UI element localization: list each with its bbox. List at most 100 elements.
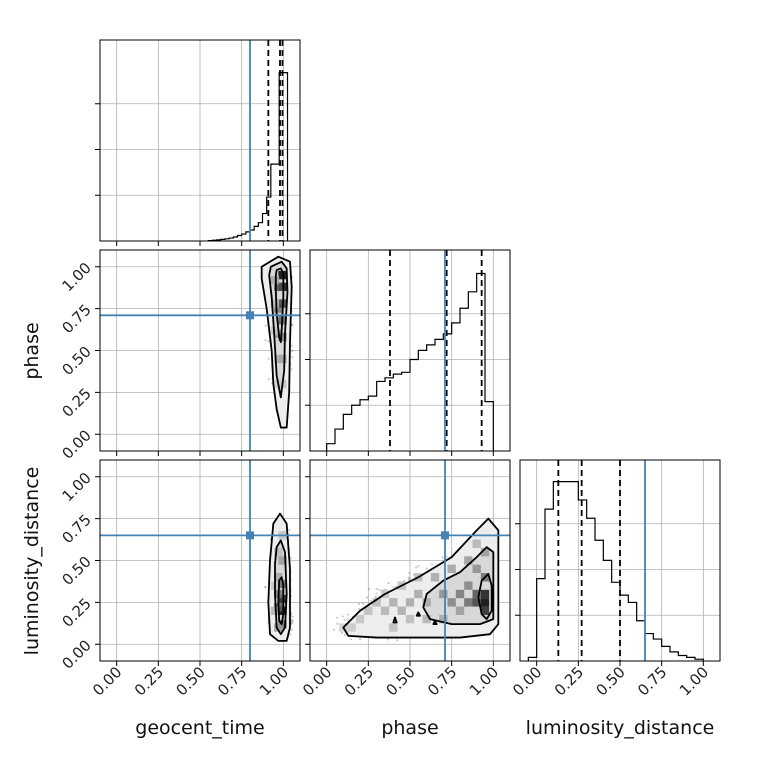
contour-4: [422, 546, 495, 626]
sample-point: [290, 368, 293, 371]
truth-marker: [246, 531, 254, 540]
ylabel-luminosity-distance: luminosity_distance: [21, 467, 43, 656]
density-cell-14: [270, 326, 280, 335]
sample-point: [368, 587, 371, 591]
x-tick-label-2: 0.50: [382, 663, 418, 699]
density-cell-11: [472, 564, 481, 574]
density-cell-20: [364, 606, 373, 615]
sample-point: [264, 585, 267, 589]
x-tick-label-0: 0.00: [299, 663, 335, 699]
sample-point: [395, 585, 398, 588]
density-cell-8: [439, 589, 448, 599]
sample-point: [366, 596, 369, 599]
sample-point: [375, 592, 378, 595]
x-tick-label-3: 0.75: [214, 663, 250, 699]
density-cell-24: [422, 614, 431, 624]
sample-point: [290, 628, 294, 631]
density-cell-2: [274, 282, 283, 292]
sample-point: [290, 344, 293, 347]
contour-1: [268, 260, 289, 399]
sample-point: [357, 602, 361, 605]
density-cell-2: [472, 598, 481, 607]
axis-labels: geocent_time phase luminosity_distance p…: [21, 322, 714, 739]
sample-point: [289, 557, 292, 560]
density-cell-26: [405, 614, 415, 624]
x-tick-label-0: 0.00: [89, 663, 125, 699]
y-tick-label-2: 0.50: [58, 553, 94, 589]
y-tick-label-1: 0.25: [58, 594, 94, 630]
sample-point: [346, 613, 349, 616]
density-cell-15: [405, 598, 415, 607]
y-tick-label-2: 0.50: [58, 343, 94, 379]
x-tick-label-4: 1.00: [256, 663, 292, 699]
contour-1: [392, 616, 398, 624]
sample-point: [336, 622, 339, 625]
sample-point: [408, 577, 411, 580]
density-cell-29: [447, 564, 456, 574]
density-cell-7: [447, 598, 456, 607]
contour-2: [267, 512, 291, 642]
sample-point: [332, 628, 336, 631]
sample-point: [290, 619, 294, 622]
x-tick-label-2: 0.50: [592, 663, 628, 699]
sample-point: [387, 638, 390, 641]
sample-point: [267, 378, 270, 381]
sample-point: [445, 555, 448, 558]
y-tick-label-3: 0.75: [58, 511, 94, 547]
density-cell-3: [274, 304, 283, 313]
sample-point: [349, 638, 353, 641]
density-cell-21: [355, 614, 365, 624]
sample-point: [291, 323, 294, 326]
sample-point: [343, 633, 347, 636]
histogram-luminosity-distance: [527, 481, 704, 661]
density-cell-9: [464, 581, 473, 590]
x-tick-label-4: 1.00: [676, 663, 712, 699]
sample-point: [378, 588, 381, 592]
sample-point: [341, 615, 344, 618]
panel-hist-geocent-time: [95, 39, 301, 246]
x-tick-label-1: 0.25: [341, 663, 377, 699]
sample-point: [346, 618, 349, 621]
sample-point: [267, 357, 270, 360]
y-tick-label-0: 0.00: [58, 636, 94, 672]
density-cell-6: [278, 556, 287, 565]
truth-marker: [441, 531, 449, 540]
density-cell-7: [278, 332, 287, 342]
density-cell-0: [480, 598, 490, 607]
sample-point: [417, 565, 420, 568]
x-tick-label-2: 0.50: [172, 663, 208, 699]
density-cell-25: [439, 614, 448, 624]
sample-point: [290, 622, 293, 625]
sample-point: [291, 619, 294, 622]
xlabel-luminosity-distance: luminosity_distance: [526, 717, 715, 739]
y-tick-label-3: 0.75: [58, 301, 94, 337]
y-tick-label-1: 0.25: [58, 384, 94, 420]
x-tick-label-3: 0.75: [424, 663, 460, 699]
density-cell-13: [270, 299, 280, 308]
sample-point: [289, 633, 292, 636]
sample-point: [264, 324, 267, 327]
sample-point: [288, 528, 291, 532]
sample-point: [336, 616, 339, 619]
panel-2d-geocent-time-phase: 0.00 0.25 0.50 0.75 1.00: [58, 249, 301, 463]
density-cell-1: [480, 589, 490, 599]
contour-2: [415, 611, 421, 617]
x-tick-label-1: 0.25: [131, 663, 167, 699]
panel-2d-phase-luminosity-distance: 0.00 0.25 0.50 0.75 1.00: [299, 459, 511, 699]
density-cell-3: [480, 606, 490, 615]
contour-3: [432, 619, 438, 626]
density-cell-9: [278, 354, 287, 364]
density-cell-10: [274, 623, 283, 632]
density-cell-34: [480, 547, 490, 557]
sample-point: [358, 607, 361, 611]
contour-0: [477, 573, 493, 621]
sample-point: [408, 572, 411, 575]
panel-hist-luminosity-distance: 0.00 0.25 0.50 0.75 1.00: [509, 459, 721, 699]
density-cell-30: [464, 556, 473, 565]
density-cell-27: [389, 623, 398, 632]
density-cell-5: [464, 598, 473, 607]
density-cell-5: [274, 573, 283, 582]
sample-point: [359, 638, 362, 641]
density-cell-17: [389, 598, 398, 607]
contour-5: [342, 517, 500, 639]
